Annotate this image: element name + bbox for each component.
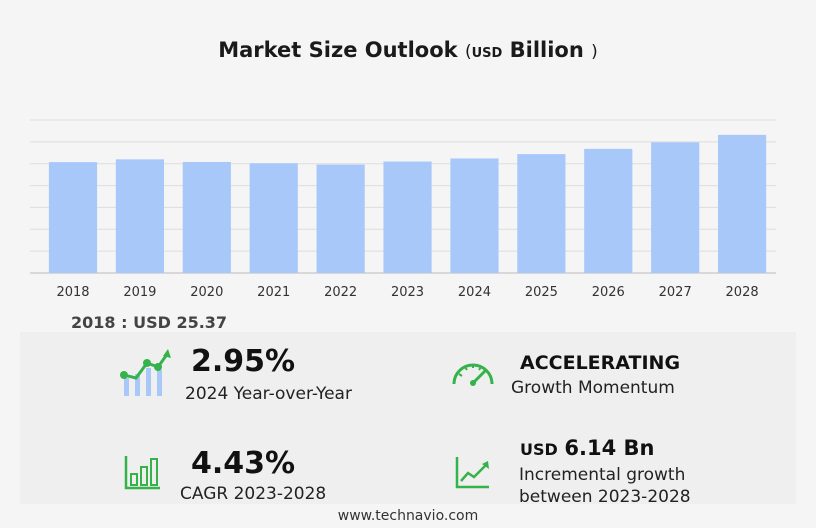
x-tick-label: 2019 <box>123 285 156 300</box>
x-tick-label: 2026 <box>592 285 625 300</box>
unit-currency: USD <box>471 46 503 61</box>
market-size-bar-chart: 2018 2019 2020 2021 2022 2023 2024 2025 2026 2027… <box>30 119 776 300</box>
x-tick-label: 2024 <box>458 285 491 300</box>
bar-2020 <box>182 161 231 273</box>
momentum-label: Growth Momentum <box>511 378 675 398</box>
source-footer: www.technavio.com <box>337 508 479 524</box>
bar-2028 <box>718 134 767 273</box>
bar-2023 <box>383 161 432 273</box>
yoy-label: 2024 Year-over-Year <box>185 384 352 404</box>
momentum-value: ACCELERATING <box>520 352 681 374</box>
x-tick-label: 2020 <box>190 285 223 300</box>
speedometer-icon <box>452 363 494 386</box>
incremental-label-line2: between 2023-2028 <box>519 487 691 507</box>
x-tick-label: 2023 <box>391 285 424 300</box>
bar-chart-icon <box>124 456 160 490</box>
bar-2021 <box>249 163 298 273</box>
bar-2019 <box>115 159 164 273</box>
growth-chart-icon <box>120 349 171 396</box>
bar-2025 <box>517 154 566 273</box>
cagr-value: 4.43% <box>191 446 296 481</box>
x-tick-label: 2027 <box>659 285 692 300</box>
bar-2022 <box>316 164 365 273</box>
unit-open-paren: ( <box>464 42 472 62</box>
unit-word: Billion <box>509 38 584 62</box>
unit-close-paren: ) <box>591 42 598 62</box>
yoy-value: 2.95% <box>191 344 296 379</box>
x-tick-label: 2025 <box>525 285 558 300</box>
bar-2024 <box>450 158 499 273</box>
trend-line-icon <box>455 457 489 489</box>
incremental-label-line1: Incremental growth <box>519 465 686 485</box>
chart-title-text: Market Size Outlook <box>218 38 458 62</box>
chart-title: Market Size Outlook (USD Billion ) <box>0 38 816 62</box>
base-year-value: 2018 : USD 25.37 <box>71 313 228 332</box>
bar-2027 <box>651 142 700 273</box>
bar-2026 <box>584 148 633 273</box>
x-tick-label: 2022 <box>324 285 357 300</box>
bar-2018 <box>48 162 98 273</box>
incremental-currency: USD <box>520 440 558 459</box>
x-tick-label: 2028 <box>726 285 759 300</box>
x-tick-label: 2018 <box>56 285 89 300</box>
incremental-amount: 6.14 Bn <box>564 436 655 460</box>
x-tick-label: 2021 <box>257 285 290 300</box>
cagr-label: CAGR 2023-2028 <box>180 484 327 504</box>
incremental-value: USD 6.14 Bn <box>520 436 655 460</box>
